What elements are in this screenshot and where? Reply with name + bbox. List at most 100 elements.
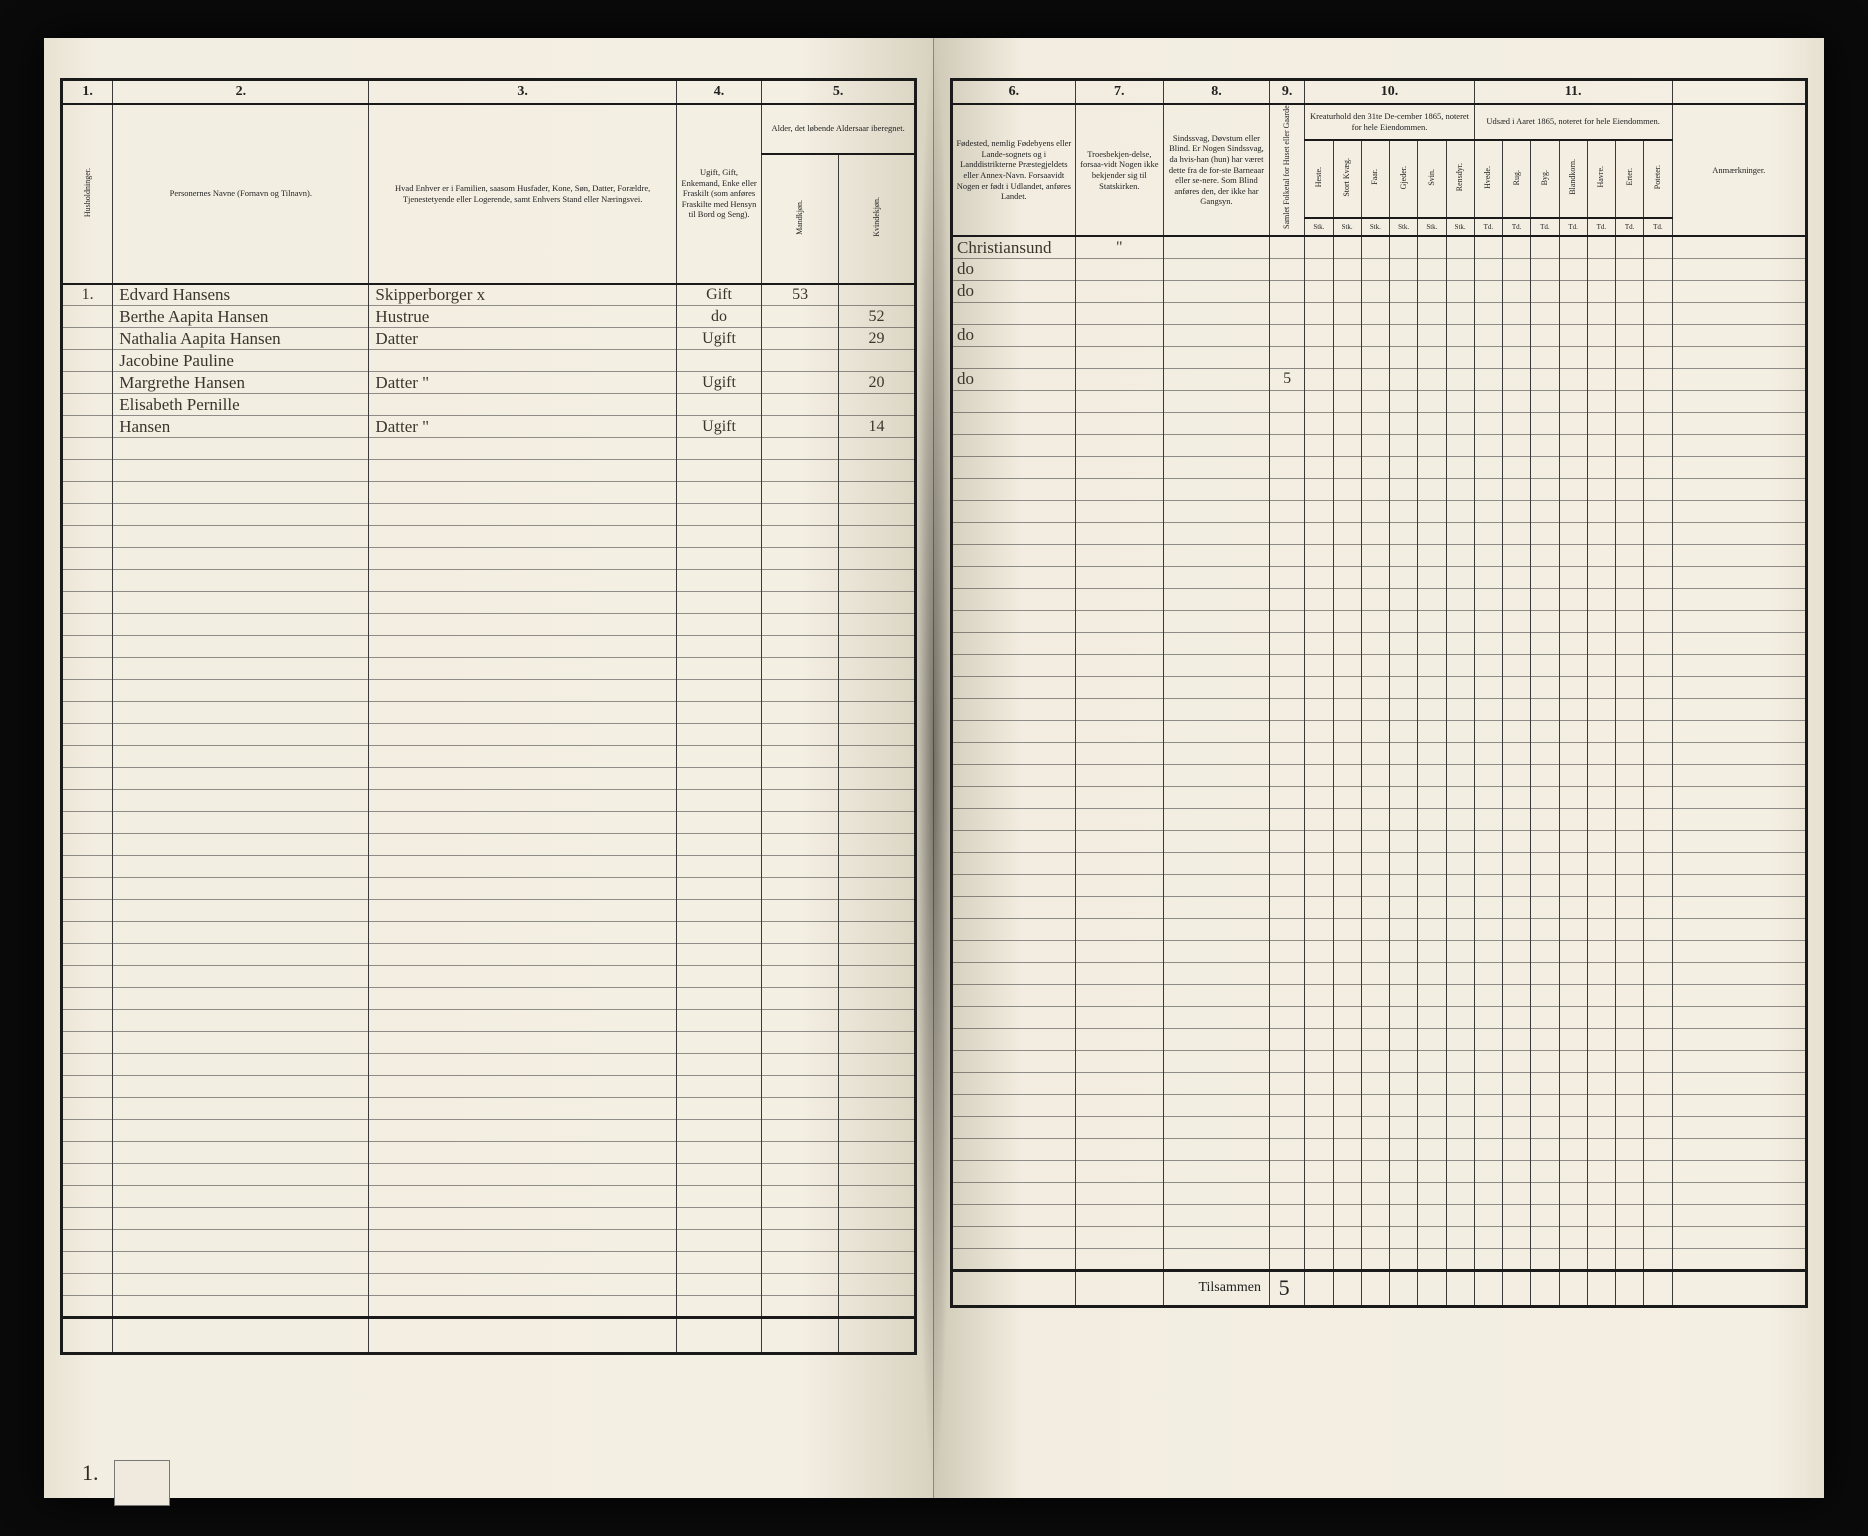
table-cell bbox=[839, 350, 916, 372]
table-cell bbox=[1531, 830, 1559, 852]
table-cell bbox=[1587, 412, 1615, 434]
table-cell bbox=[1390, 1138, 1418, 1160]
table-cell bbox=[1075, 1182, 1163, 1204]
table-cell bbox=[1075, 918, 1163, 940]
subhead: Svin. bbox=[1418, 140, 1446, 218]
table-cell bbox=[1075, 1028, 1163, 1050]
table-cell bbox=[1269, 390, 1304, 412]
table-cell bbox=[369, 460, 676, 482]
table-cell bbox=[1446, 522, 1474, 544]
table-cell bbox=[1531, 720, 1559, 742]
table-cell bbox=[1531, 698, 1559, 720]
table-cell: " bbox=[1075, 236, 1163, 258]
table-cell bbox=[113, 1252, 369, 1274]
subunit: Stk. bbox=[1418, 218, 1446, 237]
table-cell bbox=[62, 614, 113, 636]
table-cell bbox=[952, 1050, 1076, 1072]
table-cell bbox=[1672, 940, 1806, 962]
table-cell bbox=[1616, 764, 1644, 786]
table-cell bbox=[1446, 1248, 1474, 1270]
table-cell bbox=[1644, 280, 1672, 302]
table-cell bbox=[1163, 808, 1269, 830]
subhead: Faar. bbox=[1361, 140, 1389, 218]
table-cell bbox=[1163, 302, 1269, 324]
table-cell bbox=[1163, 588, 1269, 610]
subunit: Td. bbox=[1616, 218, 1644, 237]
table-cell bbox=[62, 1208, 113, 1230]
table-cell bbox=[1361, 874, 1389, 896]
table-cell bbox=[1446, 830, 1474, 852]
table-cell bbox=[1418, 830, 1446, 852]
table-cell bbox=[1361, 962, 1389, 984]
table-cell bbox=[1075, 830, 1163, 852]
table-cell: 5 bbox=[1269, 368, 1304, 390]
table-cell bbox=[1559, 1094, 1587, 1116]
table-cell: Datter bbox=[369, 328, 676, 350]
table-cell: Elisabeth Pernille bbox=[113, 394, 369, 416]
table-cell bbox=[1269, 1204, 1304, 1226]
table-cell bbox=[1531, 324, 1559, 346]
table-cell bbox=[1305, 412, 1333, 434]
table-cell bbox=[113, 1010, 369, 1032]
table-cell bbox=[1644, 566, 1672, 588]
table-cell bbox=[1559, 940, 1587, 962]
table-cell bbox=[1672, 1204, 1806, 1226]
table-cell bbox=[762, 900, 839, 922]
table-cell bbox=[1587, 1094, 1615, 1116]
subhead: Poteter. bbox=[1644, 140, 1672, 218]
table-cell bbox=[1333, 742, 1361, 764]
table-cell bbox=[1559, 610, 1587, 632]
table-cell bbox=[839, 1164, 916, 1186]
table-cell bbox=[839, 570, 916, 592]
subunit: Stk. bbox=[1305, 218, 1333, 237]
table-cell bbox=[839, 944, 916, 966]
table-cell bbox=[1616, 1248, 1644, 1270]
table-cell bbox=[1269, 830, 1304, 852]
table-cell bbox=[62, 1186, 113, 1208]
table-cell bbox=[676, 482, 761, 504]
table-cell bbox=[762, 1142, 839, 1164]
table-cell bbox=[839, 812, 916, 834]
table-cell bbox=[1163, 236, 1269, 258]
table-cell bbox=[952, 412, 1076, 434]
table-cell bbox=[839, 592, 916, 614]
table-cell bbox=[1269, 654, 1304, 676]
table-cell bbox=[1531, 742, 1559, 764]
table-cell bbox=[1672, 412, 1806, 434]
table-cell bbox=[1531, 390, 1559, 412]
table-cell bbox=[1644, 302, 1672, 324]
table-cell bbox=[676, 856, 761, 878]
table-cell bbox=[1269, 676, 1304, 698]
table-cell bbox=[1474, 1028, 1502, 1050]
table-cell bbox=[1587, 1248, 1615, 1270]
table-cell bbox=[1163, 1116, 1269, 1138]
table-cell bbox=[62, 680, 113, 702]
table-cell bbox=[113, 724, 369, 746]
table-cell bbox=[1269, 1160, 1304, 1182]
table-cell bbox=[369, 394, 676, 416]
table-cell bbox=[1672, 698, 1806, 720]
table-cell bbox=[62, 878, 113, 900]
table-cell bbox=[1305, 302, 1333, 324]
table-cell bbox=[1390, 698, 1418, 720]
table-cell bbox=[1390, 918, 1418, 940]
table-cell bbox=[839, 636, 916, 658]
table-cell bbox=[1446, 764, 1474, 786]
subunit: Td. bbox=[1587, 218, 1615, 237]
table-cell bbox=[1503, 1006, 1531, 1028]
head-familien: Hvad Enhver er i Familien, saasom Husfad… bbox=[369, 104, 676, 284]
table-cell bbox=[1361, 302, 1389, 324]
table-cell bbox=[1446, 1028, 1474, 1050]
table-cell bbox=[1672, 522, 1806, 544]
table-cell bbox=[1474, 896, 1502, 918]
table-cell bbox=[1587, 456, 1615, 478]
table-cell bbox=[1644, 610, 1672, 632]
table-cell bbox=[1163, 544, 1269, 566]
table-cell bbox=[1587, 280, 1615, 302]
table-cell bbox=[1163, 918, 1269, 940]
table-cell bbox=[1390, 786, 1418, 808]
table-cell bbox=[952, 874, 1076, 896]
table-cell bbox=[1644, 1226, 1672, 1248]
table-cell bbox=[1672, 1138, 1806, 1160]
table-cell bbox=[1333, 478, 1361, 500]
